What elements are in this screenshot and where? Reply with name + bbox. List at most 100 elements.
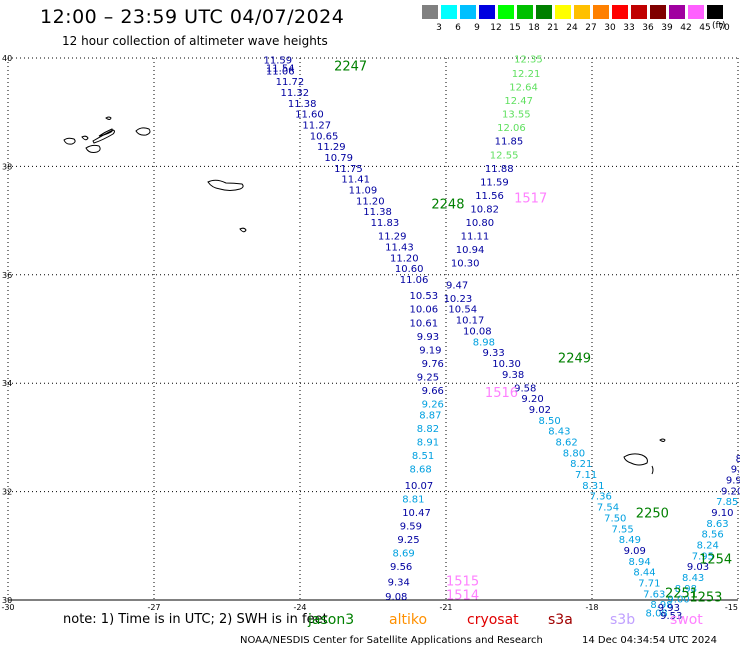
color-swatch-12: [479, 5, 495, 19]
swh-value-label: 11.38: [288, 99, 317, 110]
pass-id-label: 2251: [665, 586, 698, 601]
pass-id-label: 2248: [431, 198, 464, 213]
color-swatch-6: [441, 5, 457, 19]
swh-value-label: 11.20: [356, 196, 385, 207]
swh-value-label: 11.29: [378, 232, 407, 243]
swh-value-label: 9.25: [397, 535, 419, 546]
swh-value-label: 7.63: [643, 589, 665, 600]
color-scale-label: 42: [680, 23, 692, 33]
island-sao-miguel: [207, 179, 244, 191]
swh-value-label: 7.85: [716, 497, 738, 508]
swh-value-label: 9.33: [483, 348, 505, 359]
swh-value-label: 8.81: [402, 494, 424, 505]
swh-value-label: 12.06: [497, 123, 526, 134]
color-scale-label: 36: [642, 23, 654, 33]
color-swatch-42: [669, 5, 685, 19]
lat-tick-label: 30: [2, 596, 12, 605]
color-scale-label: 24: [566, 23, 578, 33]
swh-value-label: 8.43: [548, 427, 570, 438]
swh-value-label: 10.47: [402, 508, 431, 519]
swh-value-label: 11.43: [385, 242, 414, 253]
swh-value-label: 8.43: [682, 573, 704, 584]
swh-value-label: 9.08: [385, 592, 407, 603]
swh-value-label: 9.93: [417, 332, 439, 343]
swh-value-label: 11.38: [363, 207, 392, 218]
swh-value-label: 10.30: [451, 259, 480, 270]
swh-value-label: 12.35: [514, 54, 543, 65]
island-corvo: [81, 135, 89, 141]
island-santa-maria: [239, 227, 247, 233]
swh-value-label: 10.07: [405, 481, 434, 492]
swh-value-label: 8.80: [563, 448, 585, 459]
lon-tick-label: -18: [585, 603, 598, 612]
lat-tick-label: 40: [2, 54, 12, 63]
swh-value-label: 8.63: [706, 519, 728, 530]
swh-value-label: 10.60: [395, 264, 424, 275]
sat-label-s3b: s3b: [610, 612, 636, 628]
swh-value-label: 9.38: [502, 370, 524, 381]
swh-value-label: 11.88: [485, 164, 514, 175]
island-faial: [85, 144, 101, 153]
pass-id-label: 1254: [699, 553, 732, 568]
swh-value-label: 8.56: [702, 530, 724, 541]
swh-value-label: 9.02: [529, 405, 551, 416]
color-scale-label: 9: [474, 23, 480, 33]
swh-value-label: 10.94: [456, 245, 485, 256]
swh-value-label: 8.98: [473, 337, 495, 348]
swh-value-label: 11.56: [475, 191, 504, 202]
swh-value-label: 9.25: [417, 372, 439, 383]
swh-value-label: 10.53: [410, 291, 439, 302]
credit-line: NOAA/NESDIS Center for Satellite Applica…: [240, 635, 543, 646]
swh-value-label: 12.64: [509, 83, 538, 94]
page-subtitle: 12 hour collection of altimeter wave hei…: [62, 34, 328, 48]
swh-value-label: 10.06: [410, 305, 439, 316]
swh-value-label: 11.72: [276, 77, 305, 88]
swh-value-label: 9.19: [419, 345, 441, 356]
color-swatch-27: [574, 5, 590, 19]
swh-value-label: 11.09: [349, 186, 378, 197]
footer-note: note: 1) Time is in UTC; 2) SWH is in fe…: [63, 612, 328, 627]
swh-value-label: 8.51: [412, 451, 434, 462]
lon-tick-label: -21: [439, 603, 452, 612]
sat-label-swot: swot: [670, 612, 703, 628]
lon-tick-label: -15: [725, 603, 738, 612]
lon-tick-label: -27: [147, 603, 160, 612]
swh-value-label: 10.23: [444, 294, 473, 305]
swh-value-label: 8.87: [419, 410, 441, 421]
swh-value-label: 9.03: [687, 562, 709, 573]
color-scale-label: 21: [547, 23, 559, 33]
color-swatch-3: [422, 5, 438, 19]
swh-value-label: 11.06: [266, 66, 295, 77]
graticule: [7, 57, 739, 601]
swh-value-label: 8.08: [646, 608, 668, 619]
swh-value-label: 8.21: [570, 459, 592, 470]
swh-value-label: 11.20: [390, 253, 419, 264]
swh-value-label: 11.59: [264, 55, 293, 66]
color-swatch-45: [688, 5, 704, 19]
pass-id-label: 2249: [558, 352, 591, 367]
island-desertas: [651, 465, 654, 475]
swh-value-label: 11.27: [302, 120, 331, 131]
swh-value-label: 9.20: [721, 486, 740, 497]
lat-tick-label: 36: [2, 271, 12, 280]
lat-tick-label: 34: [2, 379, 12, 388]
pass-id-label: 1516: [485, 386, 518, 401]
swh-value-label: 8.50: [538, 416, 560, 427]
color-scale-label: 33: [623, 23, 635, 33]
swh-value-label: 7.95: [692, 551, 714, 562]
lat-tick-label: 38: [2, 162, 12, 171]
swh-value-label: 9.53: [660, 611, 682, 622]
pass-id-label: 2247: [334, 59, 367, 74]
swh-value-label: 11.11: [461, 232, 490, 243]
color-scale-label: 6: [455, 23, 461, 33]
coastlines: [63, 116, 666, 475]
pass-id-label: 1515: [446, 574, 479, 589]
pass-id-label: 1514: [446, 588, 479, 603]
swh-value-label: 9.26: [422, 400, 444, 411]
swh-value-label: 8.98: [650, 600, 672, 611]
swh-value-label: 8.44: [633, 568, 655, 579]
swh-value-label: 9.14: [731, 465, 740, 476]
swh-value-label: 9.76: [422, 359, 444, 370]
swh-value-label: 9.00: [667, 595, 689, 606]
